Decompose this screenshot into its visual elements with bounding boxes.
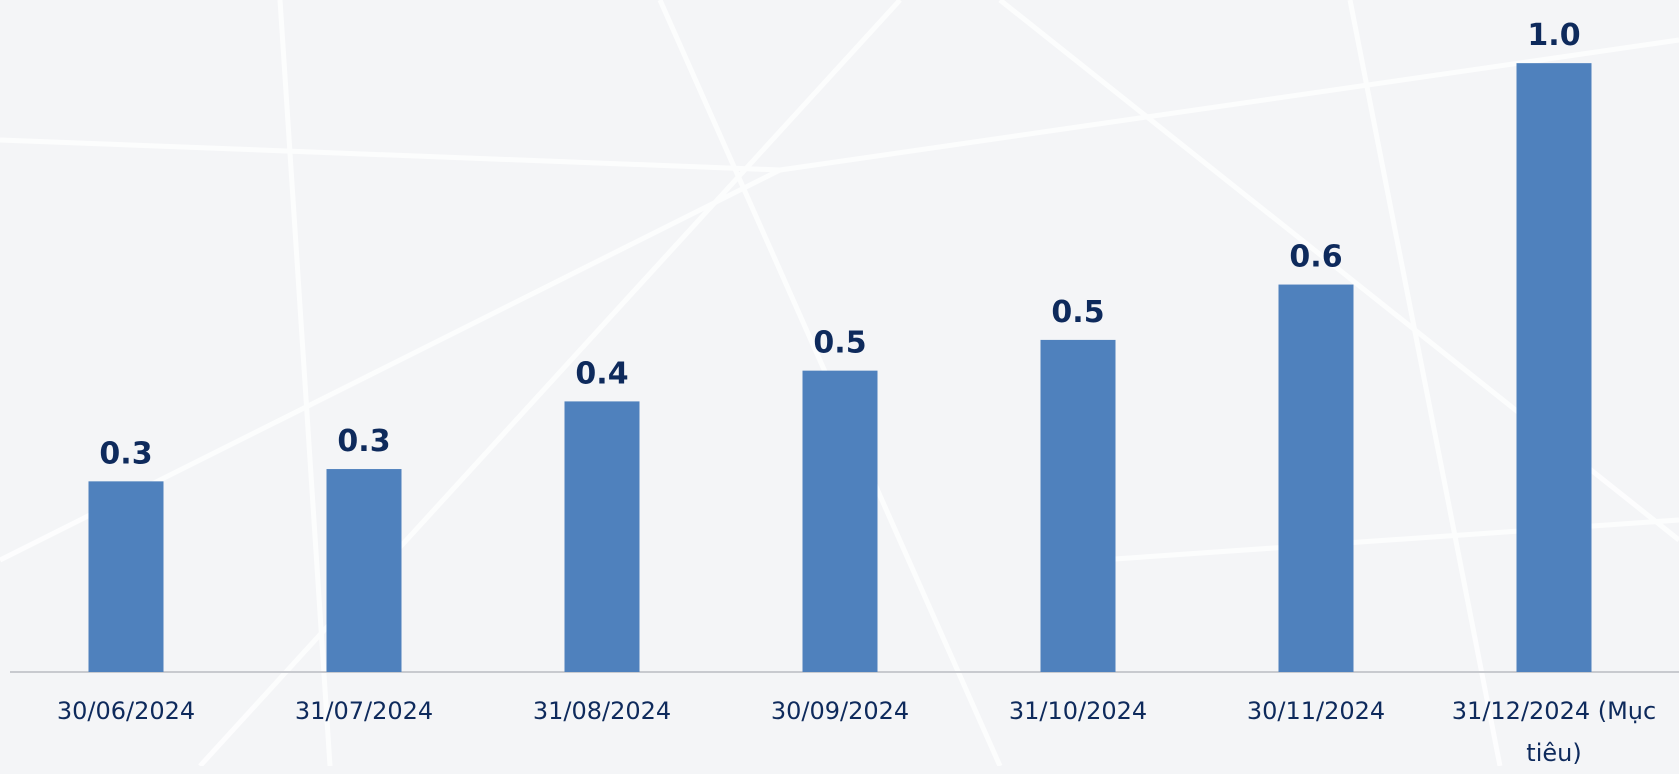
bar: [1040, 339, 1116, 672]
bar: [326, 469, 402, 672]
value-label: 0.6: [1289, 240, 1342, 275]
bar: [1278, 284, 1354, 672]
x-tick-label: 31/08/2024: [532, 697, 672, 725]
value-label: 0.3: [337, 424, 390, 459]
value-label: 0.5: [813, 326, 866, 361]
x-tick-label: 30/06/2024: [56, 697, 196, 725]
value-label: 1.0: [1527, 18, 1580, 53]
bar: [88, 481, 164, 672]
bar: [802, 370, 878, 672]
bar: [1516, 63, 1592, 672]
bar: [564, 401, 640, 672]
x-tick-label: 30/09/2024: [770, 697, 910, 725]
x-tick-label: 30/11/2024: [1246, 697, 1386, 725]
x-tick-label: 31/10/2024: [1008, 697, 1148, 725]
value-label: 0.3: [99, 436, 152, 471]
x-tick-label: 31/07/2024: [294, 697, 434, 725]
value-label: 0.4: [575, 356, 628, 391]
value-label: 0.5: [1051, 295, 1104, 330]
x-tick-label: 31/12/2024 (Mục tiêu): [1451, 697, 1657, 767]
